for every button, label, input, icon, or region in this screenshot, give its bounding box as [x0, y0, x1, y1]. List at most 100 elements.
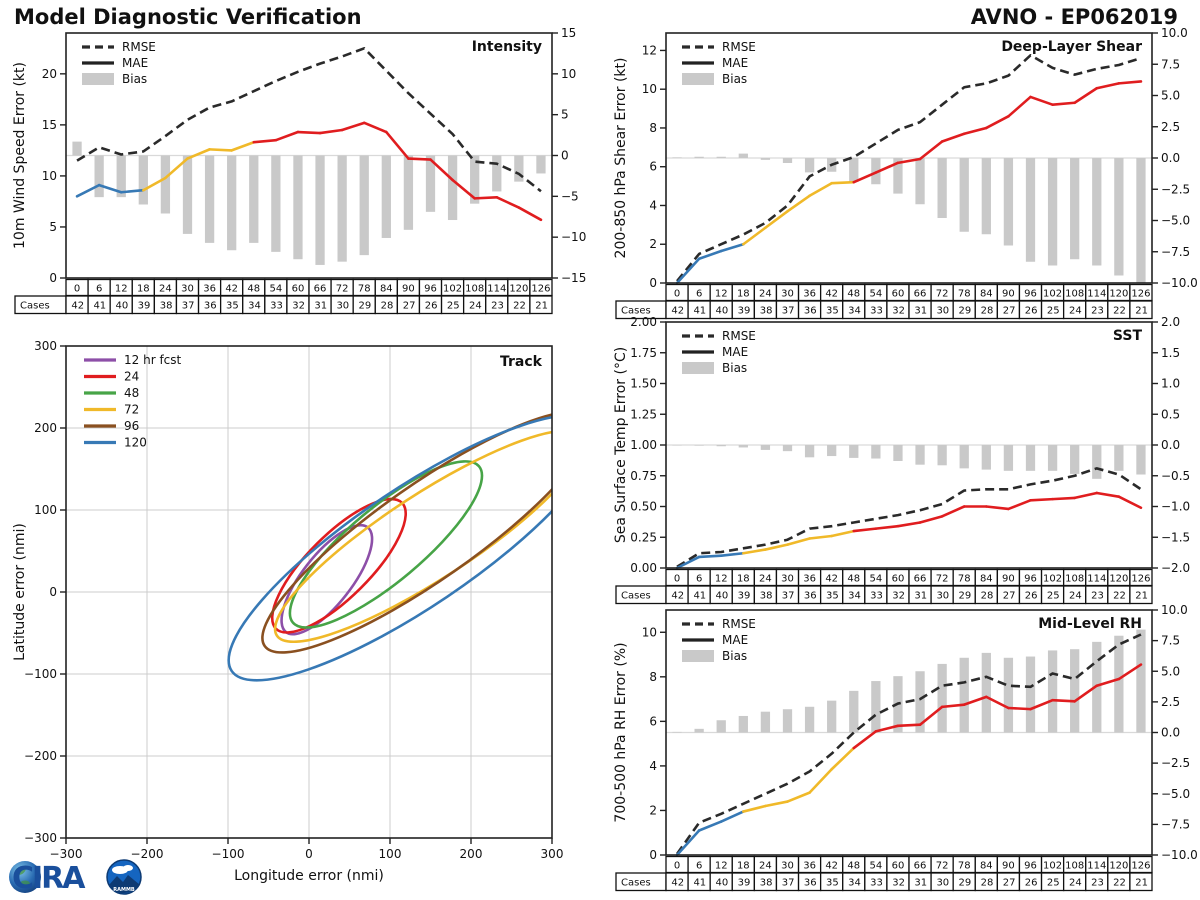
svg-text:28: 28	[981, 306, 994, 317]
svg-text:0: 0	[674, 574, 680, 585]
svg-text:0: 0	[649, 276, 657, 290]
svg-text:27: 27	[403, 301, 416, 312]
svg-text:−2.5: −2.5	[1161, 182, 1190, 196]
legend: RMSE MAE Bias	[82, 40, 156, 86]
svg-text:12: 12	[715, 289, 728, 300]
svg-text:26: 26	[1025, 306, 1038, 317]
svg-text:108: 108	[1065, 861, 1084, 872]
svg-text:10: 10	[642, 625, 657, 639]
svg-text:0: 0	[49, 585, 57, 599]
svg-text:Cases: Cases	[621, 878, 651, 889]
svg-text:8: 8	[649, 121, 657, 135]
svg-text:29: 29	[959, 591, 972, 602]
panel-title: Intensity	[472, 39, 542, 55]
svg-text:12: 12	[715, 574, 728, 585]
svg-text:29: 29	[959, 878, 972, 889]
svg-text:10.0: 10.0	[1161, 26, 1188, 40]
ellipse-48	[288, 460, 484, 629]
hour-row: 0 6 12 18 24 30 36 42 48 54 60 66 72 78 84 90 96 102 108 11…	[665, 855, 1153, 874]
svg-text:60: 60	[892, 574, 905, 585]
rmse-line	[676, 53, 1142, 282]
svg-text:6: 6	[649, 714, 657, 728]
svg-text:42: 42	[71, 301, 84, 312]
svg-text:0: 0	[674, 289, 680, 300]
svg-text:30: 30	[936, 591, 949, 602]
svg-text:22: 22	[1113, 878, 1126, 889]
svg-text:2.00: 2.00	[630, 315, 657, 329]
svg-text:1.0: 1.0	[1161, 377, 1180, 391]
svg-text:−300: −300	[24, 831, 57, 845]
svg-text:36: 36	[803, 861, 816, 872]
svg-text:108: 108	[465, 284, 484, 295]
svg-text:90: 90	[1002, 861, 1015, 872]
svg-text:−0.5: −0.5	[1161, 469, 1190, 483]
svg-text:Cases: Cases	[621, 591, 651, 602]
track-legend: 12 hr fcst 24 48 72 96 120	[84, 353, 182, 450]
svg-text:66: 66	[914, 289, 927, 300]
svg-text:90: 90	[1002, 574, 1015, 585]
svg-text:30: 30	[181, 284, 194, 295]
svg-text:126: 126	[1131, 861, 1150, 872]
svg-text:41: 41	[693, 878, 706, 889]
svg-text:23: 23	[1091, 878, 1104, 889]
svg-text:40: 40	[716, 306, 729, 317]
cira-logo-graphic: CIRA RAMMB	[9, 859, 142, 896]
svg-text:15: 15	[42, 118, 57, 132]
rmse-line	[76, 47, 542, 193]
svg-text:24: 24	[1069, 878, 1082, 889]
left-axis: 0 2 4 6 8 10	[642, 625, 666, 862]
svg-text:Bias: Bias	[722, 72, 747, 86]
ellipse-96	[261, 410, 552, 654]
svg-text:10: 10	[642, 82, 657, 96]
svg-text:0.5: 0.5	[1161, 407, 1180, 421]
hour-row: 0 6 12 18 24 30 36 42 48 54 60 66 72 78 84 90 96 102 108 11…	[665, 283, 1153, 302]
svg-text:108: 108	[1065, 574, 1084, 585]
right-axis: −10.0 −7.5 −5.0 −2.5 0.0 2.5 5.0 7.5 10.0	[1152, 603, 1198, 862]
svg-text:Bias: Bias	[722, 361, 747, 375]
svg-text:42: 42	[825, 574, 838, 585]
svg-text:−2.0: −2.0	[1161, 561, 1190, 575]
panel-track: −300 −300 −200 −200 −100 −100 0 0 100 100 200 200 30…	[12, 339, 563, 884]
svg-text:54: 54	[269, 284, 282, 295]
svg-text:31: 31	[914, 878, 927, 889]
svg-text:1.5: 1.5	[1161, 346, 1180, 360]
svg-text:6: 6	[649, 160, 657, 174]
svg-text:Bias: Bias	[122, 72, 147, 86]
svg-text:48: 48	[847, 289, 860, 300]
svg-text:0.50: 0.50	[630, 500, 657, 514]
svg-text:0: 0	[305, 847, 313, 861]
svg-text:96: 96	[424, 284, 437, 295]
legend: RMSE MAE Bias	[682, 329, 756, 375]
svg-text:18: 18	[737, 289, 750, 300]
svg-text:42: 42	[825, 289, 838, 300]
svg-text:2: 2	[649, 803, 657, 817]
svg-text:0.0: 0.0	[1161, 726, 1180, 740]
svg-text:7.5: 7.5	[1161, 634, 1180, 648]
svg-text:24: 24	[1069, 306, 1082, 317]
svg-text:21: 21	[535, 301, 548, 312]
svg-text:−5.0: −5.0	[1161, 787, 1190, 801]
svg-text:0: 0	[649, 848, 657, 862]
svg-text:18: 18	[737, 861, 750, 872]
svg-text:−7.5: −7.5	[1161, 245, 1190, 259]
svg-text:120: 120	[1109, 574, 1128, 585]
svg-text:39: 39	[138, 301, 151, 312]
svg-text:120: 120	[509, 284, 528, 295]
svg-text:RMSE: RMSE	[722, 40, 756, 54]
svg-text:24: 24	[124, 370, 139, 384]
hour-row: 0 6 12 18 24 30 36 42 48 54 60 66 72 78 84 90 96 102 108 11…	[665, 568, 1153, 587]
svg-text:34: 34	[848, 591, 861, 602]
svg-text:−1.5: −1.5	[1161, 530, 1190, 544]
svg-text:15: 15	[561, 26, 576, 40]
svg-text:0: 0	[74, 284, 80, 295]
svg-text:0.00: 0.00	[630, 561, 657, 575]
svg-text:22: 22	[1113, 306, 1126, 317]
svg-text:78: 78	[958, 289, 971, 300]
svg-text:22: 22	[513, 301, 526, 312]
svg-text:Cases: Cases	[621, 306, 651, 317]
svg-text:42: 42	[671, 878, 684, 889]
svg-text:90: 90	[402, 284, 415, 295]
bias-bars	[72, 141, 546, 265]
ellipse-120	[227, 413, 552, 682]
svg-text:66: 66	[914, 574, 927, 585]
